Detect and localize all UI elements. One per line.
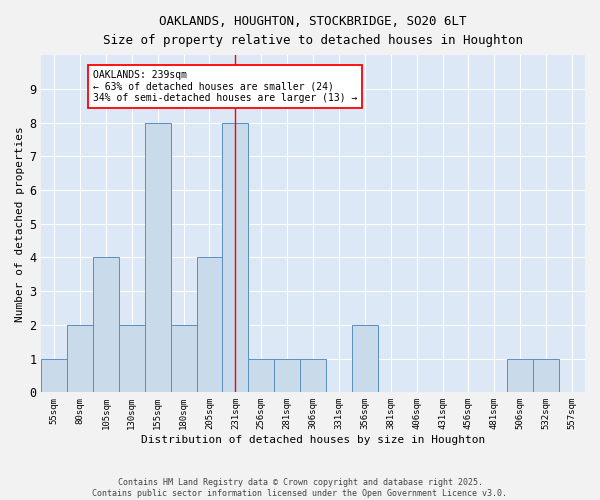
Text: Contains HM Land Registry data © Crown copyright and database right 2025.
Contai: Contains HM Land Registry data © Crown c… xyxy=(92,478,508,498)
Bar xyxy=(248,358,274,392)
Y-axis label: Number of detached properties: Number of detached properties xyxy=(15,126,25,322)
Bar xyxy=(352,325,378,392)
Bar xyxy=(197,258,223,392)
Bar xyxy=(93,258,119,392)
Bar xyxy=(41,358,67,392)
Bar xyxy=(223,122,248,392)
Bar xyxy=(533,358,559,392)
Bar xyxy=(67,325,93,392)
Text: OAKLANDS: 239sqm
← 63% of detached houses are smaller (24)
34% of semi-detached : OAKLANDS: 239sqm ← 63% of detached house… xyxy=(93,70,358,104)
Title: OAKLANDS, HOUGHTON, STOCKBRIDGE, SO20 6LT
Size of property relative to detached : OAKLANDS, HOUGHTON, STOCKBRIDGE, SO20 6L… xyxy=(103,15,523,47)
Bar xyxy=(300,358,326,392)
X-axis label: Distribution of detached houses by size in Houghton: Distribution of detached houses by size … xyxy=(141,435,485,445)
Bar xyxy=(170,325,197,392)
Bar xyxy=(508,358,533,392)
Bar xyxy=(119,325,145,392)
Bar xyxy=(145,122,170,392)
Bar xyxy=(274,358,300,392)
